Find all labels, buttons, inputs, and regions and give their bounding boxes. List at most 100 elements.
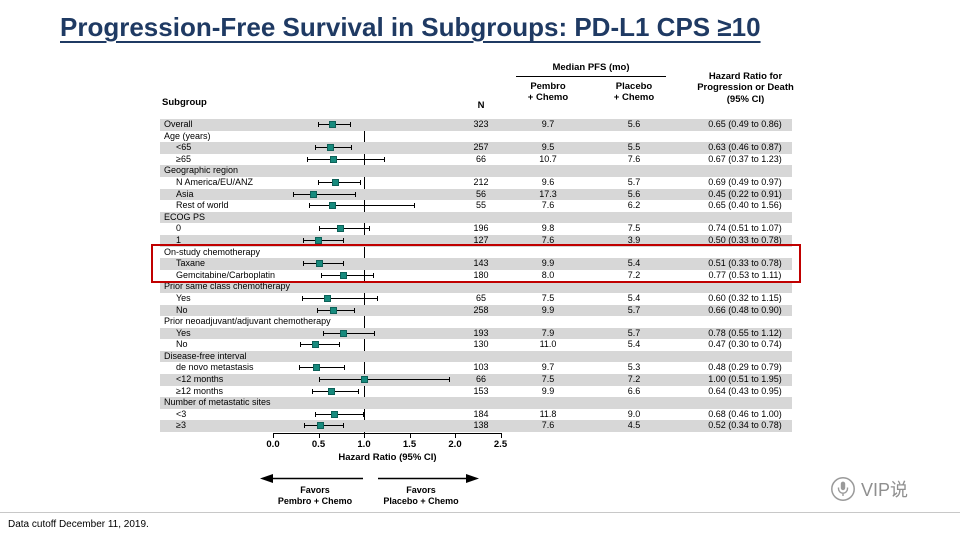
ci-line bbox=[314, 413, 364, 415]
pembro-median-value: 7.6 bbox=[541, 420, 555, 431]
n-value: 130 bbox=[473, 339, 489, 350]
ci-line bbox=[300, 344, 341, 346]
subgroup-label: <3 bbox=[176, 408, 187, 419]
ci-cap-high bbox=[373, 272, 374, 278]
on-study-chemo-highlight-box bbox=[151, 243, 801, 284]
subgroup-row: Rest of world 55 7.6 6.2 0.65 (0.40 to 1.56) bbox=[160, 200, 792, 212]
ci-line bbox=[321, 274, 374, 276]
subgroup-row: de novo metastasis 103 9.7 5.3 0.48 (0.29 to… bbox=[160, 362, 792, 374]
hazard-ratio-text: 0.77 (0.53 to 1.11) bbox=[708, 269, 782, 280]
subgroup-label: No bbox=[176, 304, 188, 315]
ci-cap-low bbox=[306, 156, 308, 162]
placebo-median-value: 5.5 bbox=[627, 142, 641, 153]
subgroup-label: Yes bbox=[176, 292, 191, 303]
n-value: 55 bbox=[475, 200, 486, 211]
ci-cap-low bbox=[319, 377, 321, 383]
subgroup-row: <12 months 66 7.5 7.2 1.00 (0.51 to 1.95) bbox=[160, 374, 792, 386]
subgroup-label: On-study chemotherapy bbox=[164, 246, 261, 257]
axis-tick-label: 2.0 bbox=[448, 439, 462, 450]
ci-cap-high bbox=[343, 365, 345, 371]
hr-point-marker bbox=[330, 155, 338, 163]
placebo-median-value: 5.4 bbox=[627, 292, 641, 303]
ci-cap-low bbox=[314, 145, 316, 151]
axis-tick bbox=[318, 434, 320, 438]
category-row: ECOG PS bbox=[160, 211, 792, 224]
subgroup-label: Gemcitabine/Carboplatin bbox=[176, 269, 276, 280]
hr-point-marker bbox=[326, 144, 334, 152]
subgroup-label: Taxane bbox=[176, 258, 206, 269]
hr-point-marker bbox=[327, 387, 335, 395]
n-value: 193 bbox=[473, 327, 489, 338]
hazard-ratio-text: 0.64 (0.43 to 0.95) bbox=[708, 385, 782, 396]
axis-tick bbox=[273, 434, 274, 438]
placebo-median-value: 7.6 bbox=[627, 153, 641, 164]
favors-arrows bbox=[260, 474, 479, 483]
n-value: 153 bbox=[473, 385, 489, 396]
subgroup-label: Asia bbox=[176, 188, 194, 199]
hr-point-marker bbox=[339, 271, 347, 279]
ci-cap-high bbox=[353, 307, 355, 313]
hr-point-marker bbox=[315, 236, 322, 244]
n-value: 184 bbox=[473, 408, 489, 419]
placebo-median-value: 6.6 bbox=[627, 385, 641, 396]
subgroup-label: de novo metastasis bbox=[176, 362, 254, 373]
ci-cap-low bbox=[321, 272, 323, 278]
ci-line bbox=[302, 297, 378, 299]
placebo-median-value: 4.5 bbox=[627, 420, 641, 431]
subgroup-row: ≥65 66 10.7 7.6 0.67 (0.37 to 1.23) bbox=[160, 154, 792, 166]
n-value: 65 bbox=[475, 292, 486, 303]
hr-point-marker bbox=[328, 202, 336, 210]
category-row: On-study chemotherapy bbox=[160, 247, 792, 259]
subgroup-label: ≥65 bbox=[176, 153, 191, 164]
subgroup-row: <3 184 11.8 9.0 0.68 (0.46 to 1.00) bbox=[160, 409, 792, 421]
placebo-median-value: 5.3 bbox=[627, 362, 641, 373]
category-row: Disease-free interval bbox=[160, 350, 792, 363]
vip-logo-text: VIP说 bbox=[861, 480, 909, 500]
hazard-ratio-text: 0.60 (0.32 to 1.15) bbox=[708, 292, 782, 303]
placebo-median-value: 5.7 bbox=[627, 176, 641, 187]
ci-line bbox=[306, 158, 385, 160]
subgroup-row: Gemcitabine/Carboplatin 180 8.0 7.2 0.77 (0.… bbox=[160, 270, 792, 282]
axis-tick bbox=[455, 434, 456, 438]
hr-point-marker bbox=[340, 329, 348, 337]
ci-cap-high bbox=[413, 203, 415, 209]
ci-cap-low bbox=[303, 237, 305, 243]
placebo-median-value: 7.2 bbox=[627, 269, 641, 280]
ci-cap-high bbox=[358, 388, 360, 394]
microphone-logo-icon bbox=[831, 477, 855, 501]
ci-cap-high bbox=[350, 122, 352, 127]
n-value: 196 bbox=[473, 223, 489, 234]
footer-divider bbox=[0, 512, 960, 513]
n-value: 143 bbox=[473, 258, 489, 269]
ci-cap-high bbox=[354, 191, 356, 197]
axis-label: Hazard Ratio (95% CI) bbox=[338, 452, 437, 463]
subgroup-label: 0 bbox=[176, 223, 182, 234]
ci-cap-low bbox=[309, 203, 311, 209]
hr-point-marker bbox=[328, 121, 336, 128]
ci-line bbox=[312, 390, 360, 392]
hazard-ratio-text: 0.66 (0.48 to 0.90) bbox=[708, 304, 782, 315]
pembro-median-value: 9.7 bbox=[541, 362, 555, 373]
pembro-median-value: 9.7 bbox=[541, 119, 555, 129]
pembro-median-value: 7.6 bbox=[541, 200, 555, 211]
pembro-median-value: 9.9 bbox=[541, 385, 555, 396]
hazard-ratio-text: 0.50 (0.33 to 0.78) bbox=[708, 234, 782, 245]
hr-point-marker bbox=[313, 364, 321, 372]
pembro-median-value: 7.5 bbox=[541, 374, 555, 385]
subgroup-row: ≥12 months 153 9.9 6.6 0.64 (0.43 to 0.95) bbox=[160, 386, 792, 398]
pembro-median-value: 9.6 bbox=[541, 176, 555, 187]
hr-point-marker bbox=[315, 260, 323, 268]
axis-tick-label: 1.5 bbox=[402, 439, 417, 450]
forest-plot-rows: Overall 323 9.7 5.6 0.65 (0.49 to 0.86) Age (… bbox=[151, 119, 801, 433]
subgroup-label: Prior neoadjuvant/adjuvant chemotherapy bbox=[164, 316, 331, 327]
hr-point-marker bbox=[329, 306, 337, 314]
ci-line bbox=[303, 263, 344, 265]
hazard-ratio-text: 0.47 (0.30 to 0.74) bbox=[708, 339, 782, 350]
axis-line bbox=[273, 433, 502, 434]
subgroup-row: No 258 9.9 5.7 0.66 (0.48 to 0.90) bbox=[160, 304, 792, 317]
pembro-median-value: 11.8 bbox=[539, 408, 557, 419]
placebo-median-value: 5.4 bbox=[627, 258, 641, 269]
hazard-ratio-text: 1.00 (0.51 to 1.95) bbox=[708, 374, 782, 385]
ci-cap-high bbox=[363, 411, 364, 417]
ci-cap-low bbox=[312, 388, 314, 394]
